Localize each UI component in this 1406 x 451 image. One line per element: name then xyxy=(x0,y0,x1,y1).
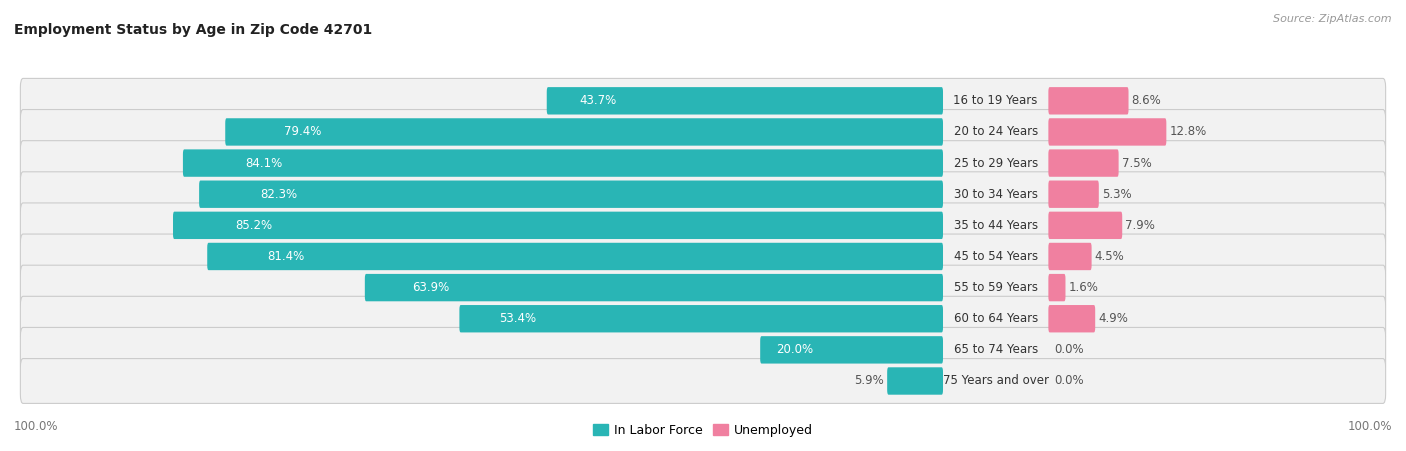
Text: 5.9%: 5.9% xyxy=(855,374,884,387)
FancyBboxPatch shape xyxy=(1049,118,1167,146)
FancyBboxPatch shape xyxy=(20,234,1386,279)
FancyBboxPatch shape xyxy=(200,180,943,208)
Legend: In Labor Force, Unemployed: In Labor Force, Unemployed xyxy=(588,419,818,442)
Text: 20 to 24 Years: 20 to 24 Years xyxy=(953,125,1038,138)
Text: Employment Status by Age in Zip Code 42701: Employment Status by Age in Zip Code 427… xyxy=(14,23,373,37)
FancyBboxPatch shape xyxy=(1049,212,1122,239)
FancyBboxPatch shape xyxy=(547,87,943,115)
Text: 45 to 54 Years: 45 to 54 Years xyxy=(953,250,1038,263)
Text: 7.9%: 7.9% xyxy=(1125,219,1156,232)
Text: 63.9%: 63.9% xyxy=(412,281,450,294)
FancyBboxPatch shape xyxy=(20,78,1386,123)
FancyBboxPatch shape xyxy=(20,296,1386,341)
Text: 100.0%: 100.0% xyxy=(1347,420,1392,433)
Text: 0.0%: 0.0% xyxy=(1054,343,1084,356)
Text: 7.5%: 7.5% xyxy=(1122,156,1152,170)
FancyBboxPatch shape xyxy=(20,359,1386,403)
Text: 4.5%: 4.5% xyxy=(1095,250,1125,263)
FancyBboxPatch shape xyxy=(20,203,1386,248)
FancyBboxPatch shape xyxy=(460,305,943,332)
Text: 16 to 19 Years: 16 to 19 Years xyxy=(953,94,1038,107)
Text: 8.6%: 8.6% xyxy=(1132,94,1161,107)
FancyBboxPatch shape xyxy=(1049,305,1095,332)
Text: Source: ZipAtlas.com: Source: ZipAtlas.com xyxy=(1274,14,1392,23)
Text: 82.3%: 82.3% xyxy=(260,188,297,201)
Text: 79.4%: 79.4% xyxy=(284,125,321,138)
Text: 65 to 74 Years: 65 to 74 Years xyxy=(953,343,1038,356)
FancyBboxPatch shape xyxy=(183,149,943,177)
Text: 4.9%: 4.9% xyxy=(1098,312,1128,325)
FancyBboxPatch shape xyxy=(20,110,1386,154)
Text: 85.2%: 85.2% xyxy=(236,219,273,232)
Text: 20.0%: 20.0% xyxy=(776,343,813,356)
FancyBboxPatch shape xyxy=(1049,243,1091,270)
Text: 25 to 29 Years: 25 to 29 Years xyxy=(953,156,1038,170)
FancyBboxPatch shape xyxy=(1049,87,1129,115)
FancyBboxPatch shape xyxy=(364,274,943,301)
FancyBboxPatch shape xyxy=(207,243,943,270)
Text: 81.4%: 81.4% xyxy=(267,250,305,263)
Text: 0.0%: 0.0% xyxy=(1054,374,1084,387)
FancyBboxPatch shape xyxy=(1049,180,1099,208)
Text: 84.1%: 84.1% xyxy=(245,156,283,170)
FancyBboxPatch shape xyxy=(20,265,1386,310)
FancyBboxPatch shape xyxy=(887,367,943,395)
FancyBboxPatch shape xyxy=(20,327,1386,372)
Text: 1.6%: 1.6% xyxy=(1069,281,1098,294)
FancyBboxPatch shape xyxy=(20,172,1386,216)
FancyBboxPatch shape xyxy=(225,118,943,146)
Text: 43.7%: 43.7% xyxy=(579,94,617,107)
FancyBboxPatch shape xyxy=(1049,274,1066,301)
Text: 100.0%: 100.0% xyxy=(14,420,59,433)
FancyBboxPatch shape xyxy=(173,212,943,239)
Text: 12.8%: 12.8% xyxy=(1170,125,1206,138)
Text: 55 to 59 Years: 55 to 59 Years xyxy=(953,281,1038,294)
Text: 53.4%: 53.4% xyxy=(499,312,536,325)
Text: 35 to 44 Years: 35 to 44 Years xyxy=(953,219,1038,232)
FancyBboxPatch shape xyxy=(1049,149,1119,177)
Text: 75 Years and over: 75 Years and over xyxy=(942,374,1049,387)
Text: 30 to 34 Years: 30 to 34 Years xyxy=(953,188,1038,201)
Text: 5.3%: 5.3% xyxy=(1102,188,1132,201)
Text: 60 to 64 Years: 60 to 64 Years xyxy=(953,312,1038,325)
FancyBboxPatch shape xyxy=(20,141,1386,185)
FancyBboxPatch shape xyxy=(761,336,943,364)
